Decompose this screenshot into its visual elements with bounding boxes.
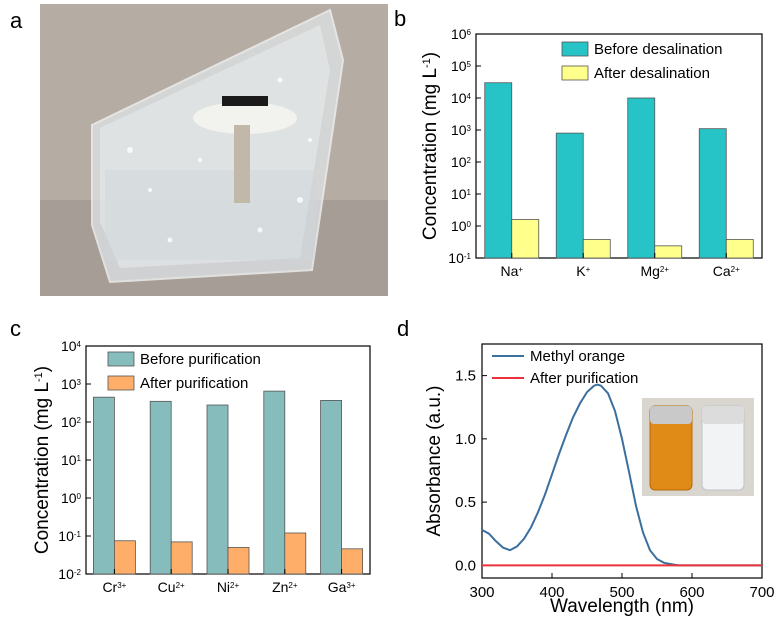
bar-before-desalination: [627, 97, 656, 259]
legend-label: Before desalination: [594, 41, 722, 58]
bar-before-purification: [263, 390, 286, 575]
y-tick-label: 105: [451, 58, 472, 74]
y-tick-label: 1.0: [455, 431, 476, 448]
legend-swatch: [107, 375, 135, 391]
panel-letter-b: b: [394, 6, 407, 31]
bar-before-purification: [149, 400, 172, 575]
x-tick-label: Ga3+: [328, 579, 356, 595]
plot-frame: [475, 33, 763, 259]
legend-label: After desalination: [594, 65, 710, 82]
bar-before-desalination: [484, 82, 513, 259]
y-axis-label: Concentration (mg L-1): [32, 366, 53, 554]
y-tick-label: 10-1: [58, 528, 81, 544]
panel-letter-d: d: [397, 316, 410, 341]
bar-after-desalination: [511, 219, 540, 259]
x-tick-label: 400: [539, 584, 564, 601]
x-tick-label: 500: [609, 584, 634, 601]
chart-c-purification: 10-2 10-1 100 101 102 103 104 Cr3+ Cu2+ Ni2+ Zn2+ G…: [32, 338, 371, 595]
x-tick-label: 300: [469, 584, 494, 601]
series-line-methyl-orange: [481, 383, 692, 567]
x-tick-label: Cu2+: [158, 579, 185, 595]
y-tick-label: 100: [61, 490, 82, 506]
y-tick-label: 101: [451, 186, 472, 202]
legend-label: After purification: [530, 370, 638, 387]
x-tick-label: Ca2+: [713, 263, 740, 279]
bar-before-desalination: [555, 132, 584, 259]
vial-cap-orange: [650, 406, 692, 424]
x-tick-label: 700: [749, 584, 774, 601]
x-tick-label: Mg2+: [640, 263, 669, 279]
bar-before-purification: [93, 396, 115, 575]
x-tick-label: Cr3+: [102, 579, 126, 595]
bar-after-purification: [284, 532, 307, 575]
legend-label: Methyl orange: [530, 348, 625, 365]
y-tick-label: 102: [61, 414, 82, 430]
bar-after-desalination: [725, 239, 754, 259]
y-tick-label: 0.5: [455, 494, 476, 511]
bar-before-purification: [320, 400, 343, 575]
bar-before-purification: [206, 404, 229, 575]
x-tick-label: K+: [576, 263, 590, 279]
chart-d-absorbance: 300 400 500 600 700 0.0 0.5 1.0 1.5 Methyl orange…: [424, 343, 775, 617]
y-tick-label: 100: [451, 218, 472, 234]
chart-b-desalination: 10-1 100 101 102 103 104 105 106 Na+ K+ Mg2+ Ca2+ Be…: [420, 26, 763, 279]
y-axis-label: Concentration (mg L-1): [420, 52, 441, 240]
x-tick-label: Na+: [500, 263, 523, 279]
photo-panel-a: [40, 4, 388, 296]
legend-label: Before purification: [140, 351, 261, 368]
bar-after-purification: [170, 541, 193, 575]
bar-after-purification: [341, 548, 364, 575]
bar-after-desalination: [582, 239, 611, 259]
bar-after-purification: [227, 547, 250, 575]
wick: [234, 125, 250, 203]
y-tick-label: 101: [61, 452, 82, 468]
y-axis-label: Absorbance (a.u.): [424, 385, 445, 536]
bar-before-desalination: [698, 128, 727, 259]
legend-swatch: [561, 65, 589, 81]
y-tick-label: 102: [451, 154, 472, 170]
x-tick-label: Zn2+: [272, 579, 298, 595]
y-tick-label: 10-1: [448, 250, 471, 266]
legend-swatch: [107, 351, 135, 367]
panel-letter-a: a: [10, 8, 23, 33]
vial-cap-clear: [702, 406, 744, 424]
legend-swatch: [561, 41, 589, 57]
x-axis-label: Wavelength (nm): [550, 596, 694, 617]
x-tick-label: Ni2+: [217, 579, 240, 595]
y-tick-label: 104: [451, 90, 472, 106]
black-absorber: [222, 96, 268, 106]
bar-after-purification: [114, 540, 136, 575]
y-tick-label: 103: [451, 122, 472, 138]
y-tick-label: 1.5: [455, 368, 476, 385]
vials-inset-photo: [642, 398, 754, 496]
y-tick-label: 103: [61, 376, 82, 392]
y-tick-label: 0.0: [455, 557, 476, 574]
bar-after-desalination: [654, 245, 683, 259]
legend-label: After purification: [140, 375, 248, 392]
y-tick-label: 104: [61, 338, 82, 354]
y-tick-label: 10-2: [58, 566, 81, 582]
foam-evaporator: [193, 102, 297, 134]
y-tick-label: 106: [451, 26, 472, 42]
x-tick-label: 600: [679, 584, 704, 601]
panel-letter-c: c: [10, 316, 21, 341]
